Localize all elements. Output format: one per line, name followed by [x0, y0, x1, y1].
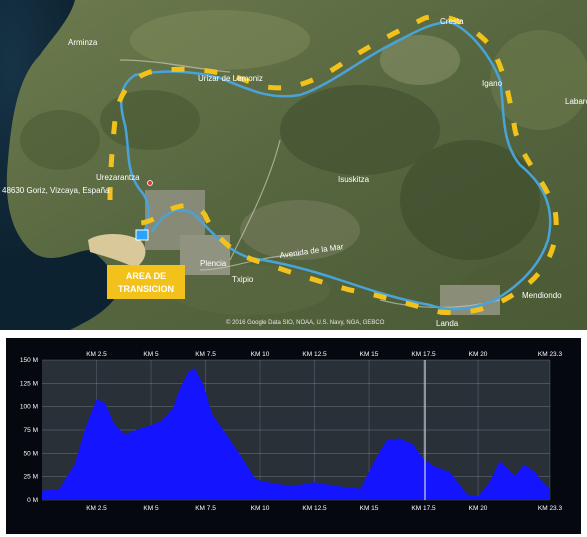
bottom-km-tick-label: KM 12.5 [302, 505, 327, 512]
place-label-goriz: 48630 Goriz, Vizcaya, España [2, 186, 110, 195]
place-label-txipio: Txipio [232, 275, 254, 284]
place-label-igano: Igano [482, 79, 503, 88]
bottom-km-tick-label: KM 5 [143, 505, 159, 512]
route-line [119, 20, 552, 311]
top-km-tick-label: KM 20 [469, 351, 488, 358]
bottom-km-tick-label: KM 17.5 [411, 505, 436, 512]
transition-label-line2: TRANSICION [118, 284, 174, 294]
top-km-tick-label: KM 23.3 [538, 351, 563, 358]
place-label-arminza: Arminza [68, 38, 98, 47]
y-tick-label: 25 M [24, 474, 38, 481]
transition-label-line1: AREA DE [126, 271, 166, 281]
y-axis-ticks: 150 M 125 M 100 M 75 M 50 M 25 M 0 M [20, 357, 38, 504]
bottom-km-tick-label: KM 20 [469, 505, 488, 512]
y-tick-label: 125 M [20, 380, 38, 387]
elevation-area [42, 368, 550, 500]
bottom-km-tick-label: KM 23.3 [538, 505, 563, 512]
bottom-km-tick-label: KM 2.5 [86, 505, 107, 512]
place-label-landa: Landa [436, 319, 459, 328]
location-pin-icon [147, 180, 153, 186]
map-attribution: © 2016 Google Data SIO, NOAA, U.S. Navy,… [226, 319, 385, 326]
place-label-cresta: Cresta [440, 17, 464, 26]
bottom-km-tick-label: KM 7.5 [195, 505, 216, 512]
route-map: Arminza Urizar de Lemoniz Cresta Igano L… [0, 0, 587, 330]
place-label-urezarantza: Urezarantza [96, 173, 140, 182]
y-tick-label: 100 M [20, 404, 38, 411]
bottom-km-tick-label: KM 15 [360, 505, 379, 512]
top-km-ticks: KM 2.5 KM 5 KM 7.5 KM 10 KM 12.5 KM 15 KM 17.5… [86, 351, 562, 358]
top-km-tick-label: KM 2.5 [86, 351, 107, 358]
place-label-isuskitza: Isuskitza [338, 175, 370, 184]
top-km-tick-label: KM 7.5 [195, 351, 216, 358]
top-km-tick-label: KM 15 [360, 351, 379, 358]
place-label-mendiondo: Mendiondo [522, 291, 562, 300]
top-km-tick-label: KM 12.5 [302, 351, 327, 358]
place-label-urizar: Urizar de Lemoniz [198, 74, 263, 83]
direction-arrows [107, 14, 559, 316]
y-tick-label: 150 M [20, 357, 38, 364]
bottom-km-ticks: KM 2.5 KM 5 KM 7.5 KM 10 KM 12.5 KM 15 KM 17.5… [86, 505, 562, 512]
town-area [145, 190, 500, 315]
bottom-km-tick-label: KM 10 [251, 505, 270, 512]
y-tick-label: 50 M [24, 450, 38, 457]
top-km-tick-label: KM 17.5 [411, 351, 436, 358]
transition-marker [135, 229, 149, 241]
top-km-tick-label: KM 5 [143, 351, 159, 358]
transition-label-box [107, 265, 185, 299]
beach [88, 234, 146, 268]
place-label-labaro: Labaro [565, 97, 587, 106]
y-tick-label: 0 M [27, 497, 38, 504]
y-tick-label: 75 M [24, 427, 38, 434]
top-km-tick-label: KM 10 [251, 351, 270, 358]
place-labels: Arminza Urizar de Lemoniz Cresta Igano L… [2, 17, 587, 328]
place-label-plencia: Plencia [200, 259, 227, 268]
